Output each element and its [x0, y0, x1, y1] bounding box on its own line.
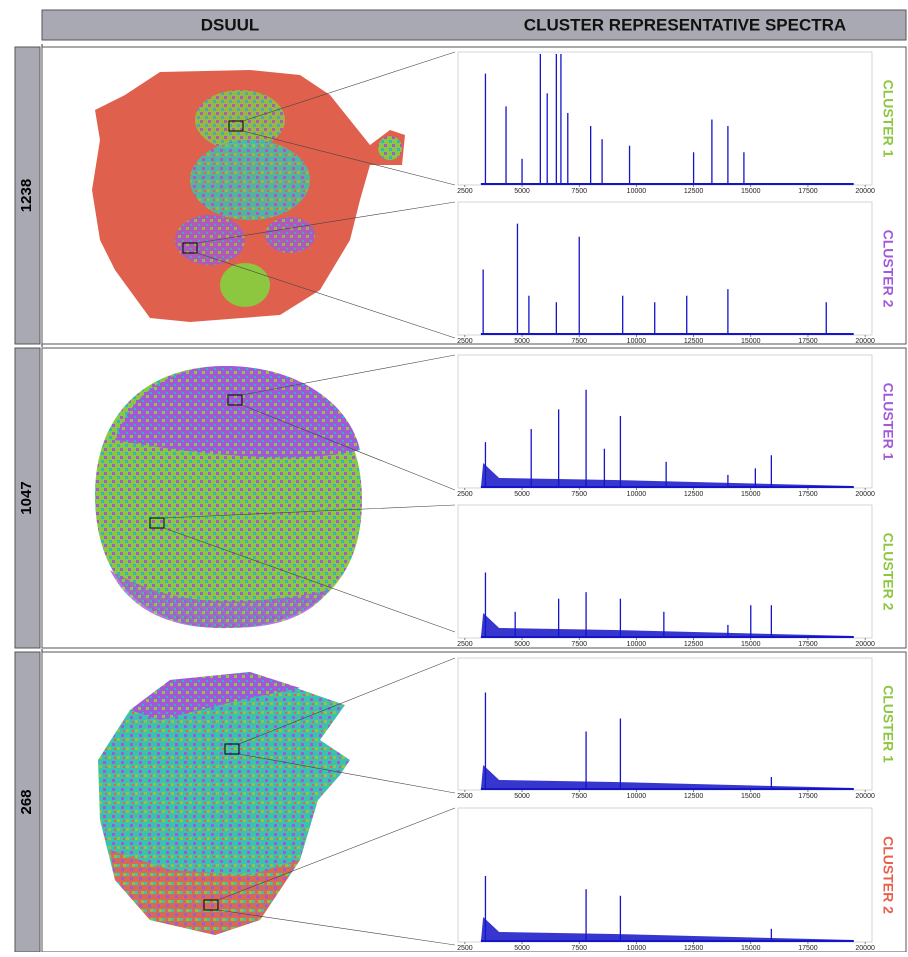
x-tick-label: 17500: [798, 793, 818, 800]
x-tick-label: 12500: [684, 945, 704, 952]
x-tick-label: 7500: [571, 945, 587, 952]
x-tick-label: 10000: [627, 793, 647, 800]
x-tick-label: 12500: [684, 641, 704, 648]
x-tick-label: 15000: [741, 793, 761, 800]
x-tick-label: 2500: [457, 641, 473, 648]
x-tick-label: 12500: [684, 338, 704, 345]
x-tick-label: 15000: [741, 945, 761, 952]
cluster-label: CLUSTER 2: [880, 230, 896, 308]
tissue-image: [92, 52, 455, 338]
x-tick-label: 17500: [798, 188, 818, 195]
x-tick-label: 17500: [798, 491, 818, 498]
x-tick-label: 20000: [855, 338, 875, 345]
x-tick-label: 15000: [741, 491, 761, 498]
x-tick-label: 5000: [514, 793, 530, 800]
cluster-label: CLUSTER 1: [880, 80, 896, 158]
x-tick-label: 20000: [855, 945, 875, 952]
tissue-image: [98, 658, 455, 945]
x-tick-label: 7500: [571, 641, 587, 648]
spectrum-frame: [458, 202, 872, 335]
x-tick-label: 17500: [798, 641, 818, 648]
x-tick-label: 5000: [514, 945, 530, 952]
x-tick-label: 5000: [514, 338, 530, 345]
row-label: 1238: [18, 179, 35, 212]
x-tick-label: 10000: [627, 491, 647, 498]
x-tick-label: 7500: [571, 491, 587, 498]
spectrum-frame: [458, 52, 872, 185]
x-tick-label: 7500: [571, 188, 587, 195]
x-tick-label: 17500: [798, 338, 818, 345]
x-tick-label: 12500: [684, 491, 704, 498]
header-left: DSUUL: [201, 15, 260, 34]
spectrum-frame: [458, 505, 872, 638]
x-tick-label: 2500: [457, 188, 473, 195]
x-tick-label: 15000: [741, 641, 761, 648]
spectrum-frame: [458, 355, 872, 488]
cluster-label: CLUSTER 1: [880, 685, 896, 763]
cluster-label: CLUSTER 2: [880, 836, 896, 914]
x-tick-label: 5000: [514, 188, 530, 195]
spectrum-frame: [458, 658, 872, 790]
x-tick-label: 7500: [571, 338, 587, 345]
x-tick-label: 15000: [741, 188, 761, 195]
x-tick-label: 10000: [627, 641, 647, 648]
tissue-image: [95, 355, 455, 632]
x-tick-label: 2500: [457, 491, 473, 498]
x-tick-label: 15000: [741, 338, 761, 345]
x-tick-label: 10000: [627, 188, 647, 195]
spectrum-frame: [458, 808, 872, 942]
x-tick-label: 20000: [855, 793, 875, 800]
x-tick-label: 2500: [457, 945, 473, 952]
row-label: 1047: [18, 481, 35, 514]
x-tick-label: 2500: [457, 793, 473, 800]
figure: DSUUL CLUSTER REPRESENTATIVE SPECTRA 123…: [0, 0, 908, 952]
x-tick-label: 2500: [457, 338, 473, 345]
x-tick-label: 5000: [514, 491, 530, 498]
header-right: CLUSTER REPRESENTATIVE SPECTRA: [524, 15, 846, 34]
x-tick-label: 5000: [514, 641, 530, 648]
x-tick-label: 7500: [571, 793, 587, 800]
x-tick-label: 12500: [684, 188, 704, 195]
x-tick-label: 17500: [798, 945, 818, 952]
x-tick-label: 20000: [855, 188, 875, 195]
cluster-label: CLUSTER 1: [880, 383, 896, 461]
cluster-label: CLUSTER 2: [880, 533, 896, 611]
x-tick-label: 10000: [627, 945, 647, 952]
x-tick-label: 20000: [855, 641, 875, 648]
x-tick-label: 20000: [855, 491, 875, 498]
row-label: 268: [18, 789, 35, 814]
x-tick-label: 10000: [627, 338, 647, 345]
x-tick-label: 12500: [684, 793, 704, 800]
